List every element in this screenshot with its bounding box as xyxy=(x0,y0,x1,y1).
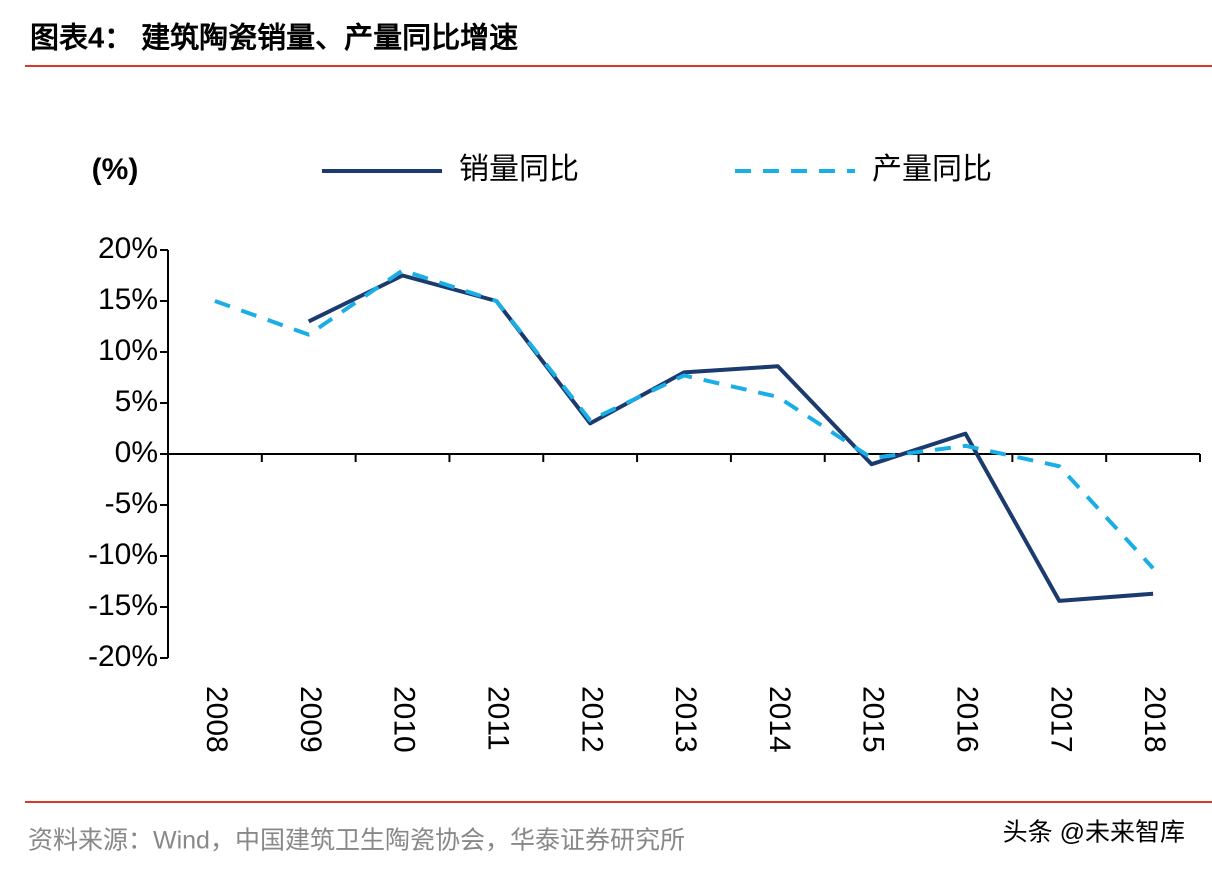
x-tick-label: 2016 xyxy=(951,686,984,753)
source: 资料来源：Wind，中国建筑卫生陶瓷协会，华泰证券研究所 xyxy=(28,827,685,855)
x-tick-label: 2014 xyxy=(763,686,796,753)
y-tick-label: 15% xyxy=(98,283,158,316)
y-tick-label: -5% xyxy=(105,487,158,520)
x-tick-label: 2017 xyxy=(1044,686,1077,753)
watermark: 头条 @未来智库 xyxy=(1003,819,1185,847)
y-tick-label: -10% xyxy=(88,538,158,571)
x-tick-label: 2008 xyxy=(200,686,233,753)
x-tick-label: 2015 xyxy=(857,686,890,753)
x-tick-label: 2009 xyxy=(294,686,327,753)
legend-label: 销量同比 xyxy=(459,153,579,186)
y-tick-label: -15% xyxy=(88,589,158,622)
x-tick-label: 2013 xyxy=(669,686,702,753)
y-tick-label: -20% xyxy=(88,640,158,673)
x-tick-label: 2018 xyxy=(1138,686,1171,753)
series-line xyxy=(214,268,1155,570)
x-tick-label: 2011 xyxy=(481,686,514,751)
x-tick-label: 2010 xyxy=(388,686,421,753)
y-axis-label: (%) xyxy=(92,153,139,186)
y-tick-label: 10% xyxy=(98,334,158,367)
chart-title: 图表4： 建筑陶瓷销量、产量同比增速 xyxy=(30,22,518,55)
x-tick-label: 2012 xyxy=(575,686,608,753)
legend-label: 产量同比 xyxy=(872,153,992,186)
y-tick-label: 5% xyxy=(115,385,158,418)
y-tick-label: 20% xyxy=(98,232,158,265)
y-tick-label: 0% xyxy=(115,436,158,469)
series-line xyxy=(307,273,1154,603)
